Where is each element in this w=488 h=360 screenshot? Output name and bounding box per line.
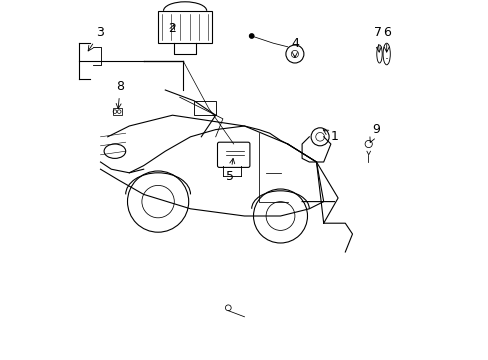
Text: 3: 3 — [88, 26, 104, 51]
Text: 4: 4 — [290, 37, 298, 58]
Bar — [158, 11, 212, 43]
Text: 9: 9 — [369, 123, 379, 143]
Bar — [113, 108, 122, 115]
Circle shape — [249, 34, 253, 38]
Text: 8: 8 — [116, 80, 124, 109]
Text: 6: 6 — [382, 26, 390, 52]
Text: 5: 5 — [225, 158, 234, 183]
Bar — [194, 101, 215, 115]
Text: 1: 1 — [323, 130, 338, 143]
Text: 7: 7 — [373, 26, 381, 52]
Text: 2: 2 — [168, 22, 176, 35]
